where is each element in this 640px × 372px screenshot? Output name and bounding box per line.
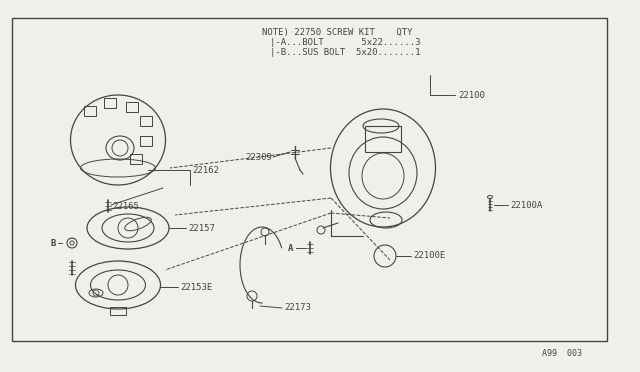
Bar <box>110 307 126 315</box>
Text: |-A...BOLT       5x22......3: |-A...BOLT 5x22......3 <box>270 38 420 46</box>
Text: 22100E: 22100E <box>413 251 445 260</box>
Bar <box>12 18 607 341</box>
Text: A: A <box>288 244 293 253</box>
Text: 22165: 22165 <box>112 202 139 211</box>
Bar <box>140 136 152 146</box>
Text: 22153E: 22153E <box>180 282 212 292</box>
Text: NOTE) 22750 SCREW KIT    QTY: NOTE) 22750 SCREW KIT QTY <box>262 28 413 36</box>
Text: 22100A: 22100A <box>510 201 542 209</box>
Text: A99  003: A99 003 <box>542 350 582 359</box>
Bar <box>140 116 152 126</box>
Bar <box>104 98 116 108</box>
Bar <box>365 126 401 152</box>
Text: 22100: 22100 <box>458 90 485 99</box>
Text: 22309: 22309 <box>245 153 272 161</box>
Text: 22157: 22157 <box>188 224 215 232</box>
Bar <box>126 102 138 112</box>
Text: B: B <box>50 238 56 247</box>
Bar <box>130 154 142 164</box>
Text: |-B...SUS BOLT  5x20.......1: |-B...SUS BOLT 5x20.......1 <box>270 48 420 57</box>
Text: 22173: 22173 <box>284 304 311 312</box>
Text: 22162: 22162 <box>192 166 219 174</box>
Bar <box>84 106 96 116</box>
